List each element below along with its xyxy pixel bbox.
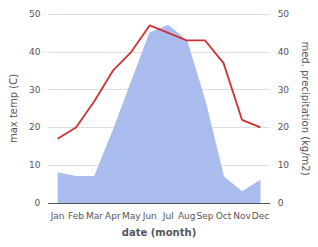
svg-text:max temp (C): max temp (C): [8, 74, 19, 143]
svg-text:Apr: Apr: [105, 211, 121, 221]
svg-text:50: 50: [29, 9, 41, 19]
svg-text:Oct: Oct: [216, 211, 232, 221]
svg-text:Dec: Dec: [252, 211, 269, 221]
svg-text:40: 40: [29, 47, 41, 57]
svg-text:Mar: Mar: [86, 211, 103, 221]
svg-text:May: May: [122, 211, 141, 221]
svg-text:med. precipitation (kg/m2): med. precipitation (kg/m2): [300, 41, 311, 175]
svg-text:20: 20: [278, 122, 290, 132]
svg-text:30: 30: [278, 85, 290, 95]
svg-text:0: 0: [278, 198, 284, 208]
svg-text:Aug: Aug: [178, 211, 196, 221]
svg-text:date (month): date (month): [122, 227, 196, 238]
svg-text:30: 30: [29, 85, 41, 95]
svg-text:Jun: Jun: [142, 211, 157, 221]
svg-text:Jul: Jul: [162, 211, 174, 221]
svg-text:10: 10: [278, 160, 290, 170]
svg-text:0: 0: [35, 198, 41, 208]
svg-text:Sep: Sep: [197, 211, 214, 221]
svg-text:20: 20: [29, 122, 41, 132]
svg-text:40: 40: [278, 47, 290, 57]
svg-text:Feb: Feb: [68, 211, 84, 221]
svg-text:10: 10: [29, 160, 41, 170]
svg-text:50: 50: [278, 9, 290, 19]
svg-text:Nov: Nov: [233, 211, 251, 221]
svg-text:Jan: Jan: [50, 211, 65, 221]
